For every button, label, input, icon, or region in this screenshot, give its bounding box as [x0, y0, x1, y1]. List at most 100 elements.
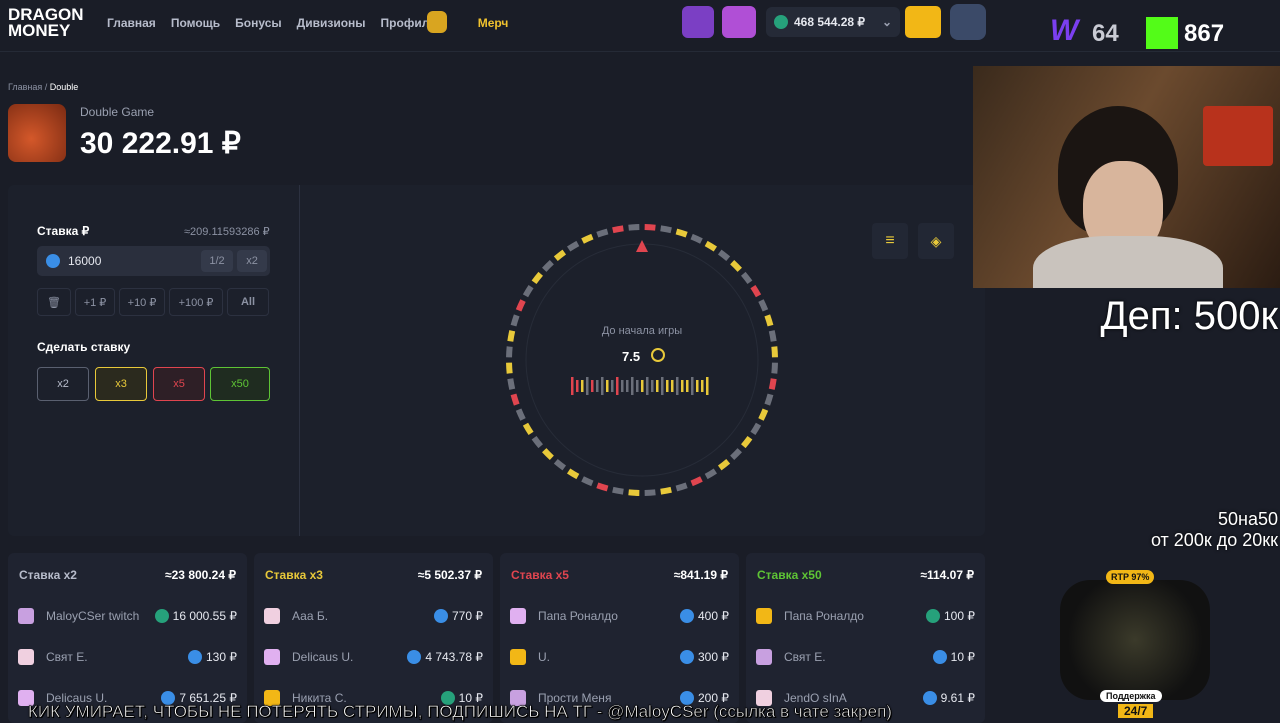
bet-option[interactable]: x5: [153, 367, 205, 401]
wheel-segment: [612, 486, 624, 495]
bet-table: Ставка x3 ≈5 502.37 ₽ Ааа Б. 770 ₽ Delicaus …: [254, 553, 493, 723]
bet-option[interactable]: x2: [37, 367, 89, 401]
wheel-segment: [507, 330, 516, 342]
avatar[interactable]: [950, 4, 986, 40]
player-name: Прости Меня: [538, 691, 612, 705]
wheel-segment: [704, 240, 718, 252]
quick-button[interactable]: All: [227, 288, 269, 316]
coin-icon: [922, 691, 937, 705]
fireplace: [1203, 106, 1273, 166]
avatar: [264, 649, 280, 665]
wheel-segment: [553, 249, 567, 262]
wheel-segment: [566, 240, 580, 252]
wheel-segment: [531, 271, 544, 285]
bet-row: MaloyCSer twitch 16 000.55 ₽: [18, 601, 237, 631]
case-icon[interactable]: [682, 6, 714, 38]
half-button[interactable]: 1/2: [201, 250, 233, 272]
fair-button[interactable]: ◈: [918, 223, 954, 259]
bet-table: Ставка x50 ≈114.07 ₽ Папа Роналдо 100 ₽ Свят…: [746, 553, 985, 723]
wheel-segment: [768, 378, 777, 390]
wheel-segment: [758, 299, 769, 312]
history-bar: [591, 380, 594, 392]
wheel-segment: [690, 476, 703, 487]
double-button[interactable]: x2: [237, 250, 267, 272]
nav-link[interactable]: Мерч: [477, 16, 509, 30]
avatar: [510, 690, 526, 706]
history-bar: [596, 380, 599, 392]
coin-icon: [440, 691, 455, 705]
avatar: [264, 608, 280, 624]
wheel-segment: [644, 489, 656, 496]
bet-row: Свят Е. 10 ₽: [756, 642, 975, 672]
history-bar: [611, 380, 614, 392]
amount-value: 300 ₽: [698, 650, 729, 664]
avatar: [510, 608, 526, 624]
coin-icon: [154, 609, 169, 623]
wheel-segment: [750, 284, 762, 298]
amount-value: 400 ₽: [698, 609, 729, 623]
history-button[interactable]: ≡: [872, 223, 908, 259]
nav-link[interactable]: Дивизионы: [296, 16, 366, 30]
support-badge: Поддержка: [1100, 690, 1162, 702]
history-bar: [691, 377, 694, 395]
nav-link[interactable]: Бонусы: [235, 16, 282, 30]
clock-icon: [651, 348, 665, 362]
logo-line: DRAGON: [8, 5, 84, 24]
wheel-segment: [542, 448, 554, 460]
bet-input[interactable]: 16000: [37, 246, 270, 276]
wallet-button[interactable]: [905, 6, 941, 38]
bet-table: Ставка x2 ≈23 800.24 ₽ MaloyCSer twitch 16 …: [8, 553, 247, 723]
logo-line: MONEY: [8, 21, 71, 40]
amount-value: 770 ₽: [452, 609, 483, 623]
bet-option[interactable]: x3: [95, 367, 147, 401]
wheel-segment: [542, 260, 554, 272]
wheel-segment: [768, 330, 777, 342]
amount: 10 ₽: [440, 691, 483, 705]
history-bar: [661, 377, 664, 395]
quick-button[interactable]: +100 ₽: [169, 288, 223, 316]
player-name: Никита С.: [292, 691, 347, 705]
amount-value: 100 ₽: [944, 609, 975, 623]
wheel-segment: [690, 233, 703, 244]
logo[interactable]: DRAGON MONEY: [8, 5, 84, 40]
nav-link[interactable]: Помощь: [170, 16, 221, 30]
webcam: [973, 66, 1280, 288]
nav-link[interactable]: Профиль: [380, 16, 437, 30]
wheel-segment: [704, 468, 718, 480]
wheel-inner: [525, 243, 759, 477]
avatar: [756, 649, 772, 665]
crumb[interactable]: Главная: [8, 82, 43, 92]
avatar: [18, 608, 34, 624]
quick-button[interactable]: +1 ₽: [75, 288, 115, 316]
wheel-segment: [675, 482, 688, 492]
wheel-segment: [596, 228, 609, 238]
coin-icon: [407, 650, 422, 664]
nav-link[interactable]: Главная: [107, 16, 156, 30]
bet-approx: ≈209.11593286 ₽: [184, 226, 270, 238]
wheel-segment: [522, 284, 534, 298]
amount: 7 651.25 ₽: [161, 691, 237, 705]
quick-button[interactable]: +10 ₽: [119, 288, 165, 316]
bet-row: JendO sInA 9.61 ₽: [756, 683, 975, 713]
wheel-segment: [510, 314, 520, 327]
case-icon[interactable]: [722, 6, 756, 38]
game-bank: 30 222.91 ₽: [80, 127, 241, 160]
wheel-segment: [515, 408, 526, 421]
history-bar: [636, 380, 639, 392]
merch-icon: [427, 11, 447, 33]
bet-row: U. 300 ₽: [510, 642, 729, 672]
wheel-segment: [740, 271, 753, 285]
avatar: [756, 608, 772, 624]
wheel-segment: [750, 422, 762, 436]
clear-button[interactable]: 🗑: [37, 288, 71, 316]
wheel-segment: [506, 346, 513, 358]
bet-option[interactable]: x50: [210, 367, 270, 401]
wheel-segment: [506, 362, 513, 374]
history-bar: [671, 380, 674, 392]
wheel-segment: [644, 224, 656, 231]
balance[interactable]: 468 544.28 ₽ ⌄: [766, 7, 900, 37]
wheel: [506, 224, 778, 496]
wheel-segment: [628, 489, 640, 496]
player-name: JendO sInA: [784, 691, 847, 705]
